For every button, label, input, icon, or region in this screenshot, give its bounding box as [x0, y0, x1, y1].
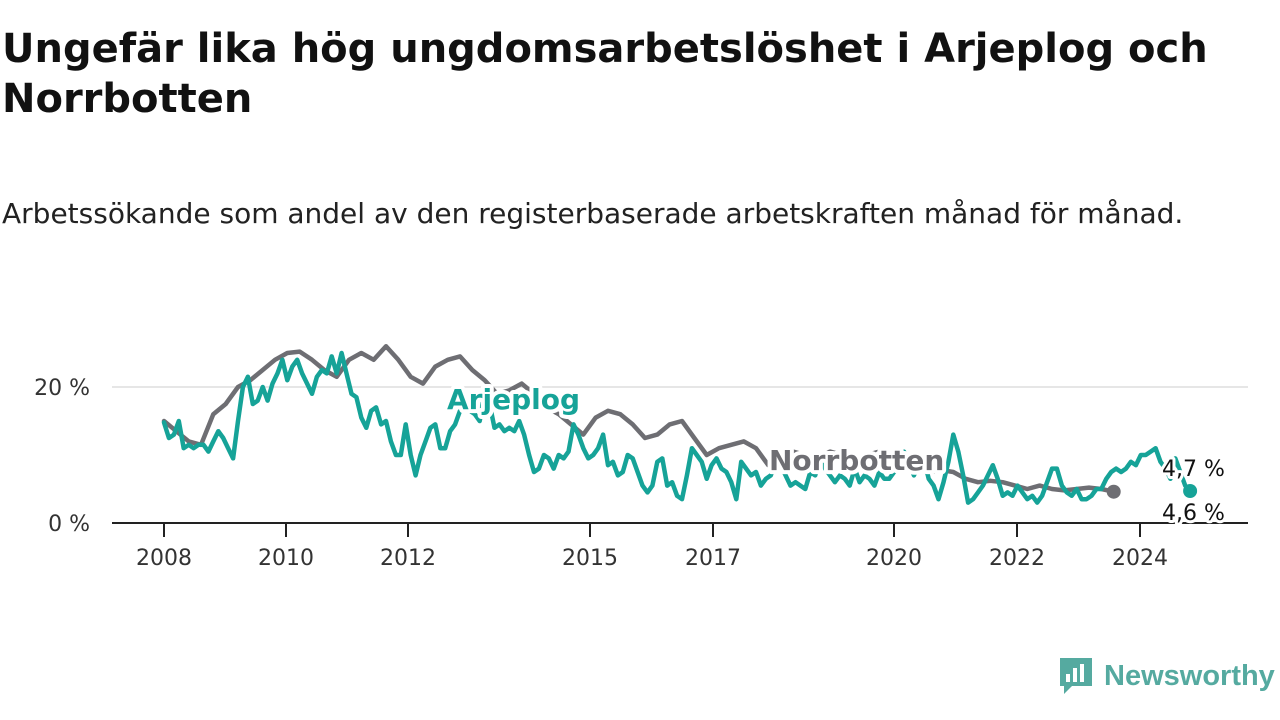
series-label-arjeplog-halo: Arjeplog	[447, 383, 580, 416]
brand-logo: Newsworthy	[1058, 655, 1275, 697]
x-tick-label: 2010	[258, 546, 314, 571]
chart-subtitle: Arbetssökande som andel av den registerb…	[2, 197, 1184, 230]
line-chart: 0 % 20 % 2008 2010 2012 2015 2017 2020 2022 2024 A…	[34, 343, 1248, 571]
series-label-norrbotten: Norrbotten	[769, 444, 944, 477]
x-tick-label: 2017	[685, 546, 741, 571]
newsworthy-logo-icon	[1060, 658, 1092, 694]
series-line-arjeplog	[161, 350, 1193, 505]
series-label-norrbotten-halo: Norrbotten	[769, 444, 944, 477]
end-point-norrbotten	[1106, 484, 1121, 499]
x-tick-label: 2012	[380, 546, 436, 571]
brand-name: Newsworthy	[1104, 659, 1275, 692]
x-tick-label: 2008	[136, 546, 192, 571]
series-label-arjeplog: Arjeplog	[447, 383, 580, 416]
x-tick-label: 2020	[866, 546, 922, 571]
y-tick-label: 0 %	[48, 512, 90, 537]
x-tick-label: 2015	[562, 546, 618, 571]
end-label-arjeplog: 4,7 %	[1162, 457, 1225, 482]
x-tick-label: 2024	[1112, 546, 1168, 571]
end-label-norrbotten: 4,6 %	[1162, 501, 1225, 526]
end-label-norrbotten-halo: 4,6 %	[1162, 501, 1225, 526]
chart-title: Ungefär lika hög ungdomsarbetslöshet i A…	[2, 26, 1208, 122]
x-tick-label: 2022	[989, 546, 1045, 571]
end-point-arjeplog	[1183, 484, 1198, 498]
y-tick-label: 20 %	[34, 376, 90, 401]
end-label-arjeplog-halo: 4,7 %	[1162, 457, 1225, 482]
